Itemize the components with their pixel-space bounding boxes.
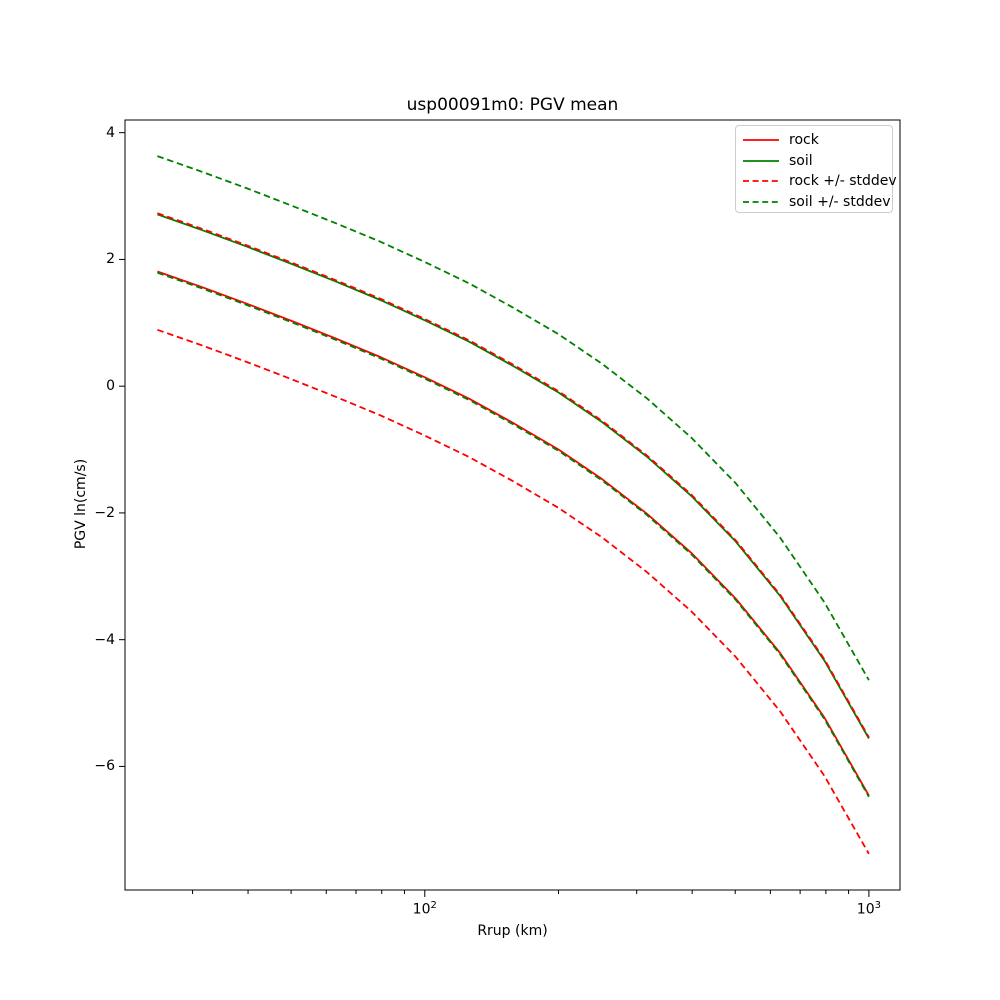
y-tick-label: −4	[94, 631, 115, 648]
legend-line-rock-icon	[743, 139, 779, 142]
legend-label-rock: rock	[789, 132, 819, 149]
legend-dashed-line-soil-icon	[743, 200, 779, 203]
rock-stddev-upper-curve	[157, 212, 870, 738]
y-tick-label: −6	[94, 758, 115, 775]
legend-label-rock-stddev: rock +/- stddev	[789, 173, 897, 190]
legend-line-soil-icon	[743, 159, 779, 162]
legend-label-soil: soil	[789, 152, 813, 169]
x-axis-label: Rrup (km)	[477, 923, 548, 939]
legend-dashed-line-rock-icon	[743, 180, 779, 183]
y-axis-label: PGV ln(cm/s)	[73, 458, 89, 550]
y-tick-label: 0	[106, 378, 115, 395]
legend-item-soil-stddev: soil +/- stddev	[742, 192, 891, 213]
soil-stddev-upper-curve	[157, 155, 870, 681]
rock-stddev-lower-curve	[157, 328, 870, 855]
x-tick-label: 103	[856, 900, 881, 918]
soil-stddev-lower-curve	[157, 271, 870, 798]
legend-item-rock-stddev: rock +/- stddev	[742, 171, 897, 192]
legend-item-soil: soil	[742, 151, 884, 172]
soil-curve	[157, 213, 870, 739]
chart-title: usp00091m0: PGV mean	[406, 95, 619, 115]
x-tick-label: 102	[412, 900, 437, 918]
rock-curve	[157, 270, 870, 797]
plot-frame	[124, 119, 901, 891]
legend-item-rock: rock	[742, 130, 884, 151]
y-tick-label: −2	[94, 504, 115, 521]
legend: rock soil rock +/- stddev soil +/- stdde…	[735, 125, 897, 213]
legend-label-soil-stddev: soil +/- stddev	[789, 193, 891, 210]
y-tick-label: 4	[106, 124, 115, 141]
y-tick-label: 2	[106, 251, 115, 268]
